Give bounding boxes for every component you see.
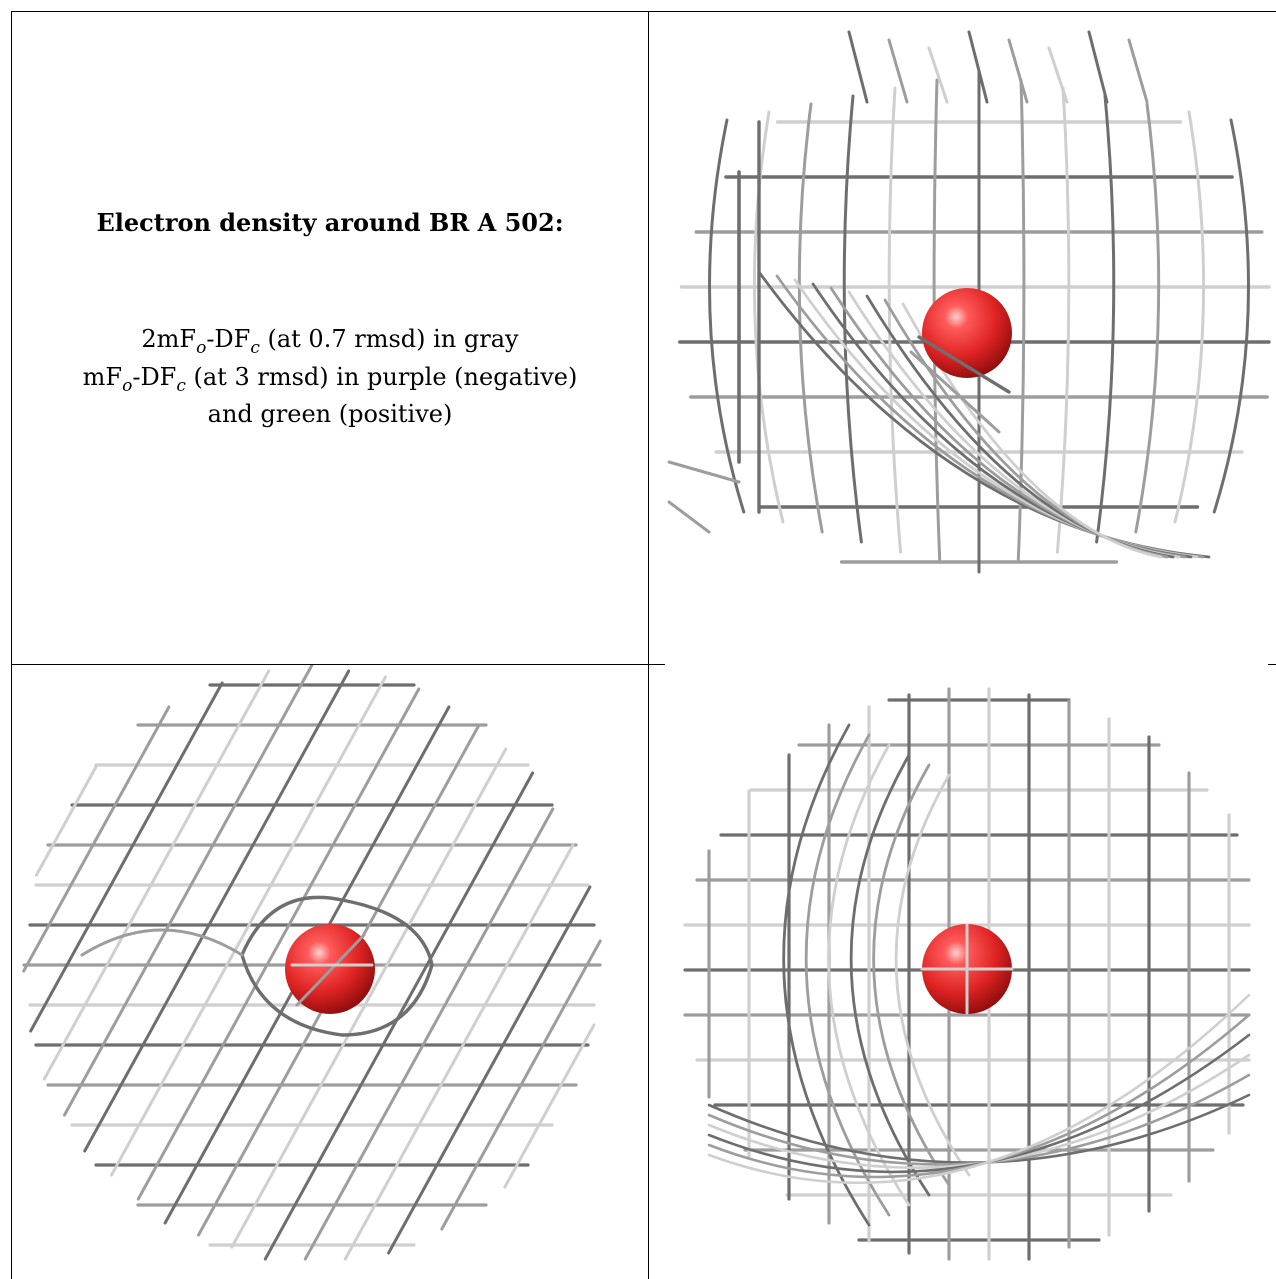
mesh-edge — [230, 747, 508, 1249]
mesh-edge — [42, 669, 271, 1081]
mesh-curve — [240, 895, 434, 1037]
mesh-edge — [295, 933, 366, 1007]
mesh-curve — [707, 993, 1251, 1185]
mesh-edge — [83, 669, 351, 1153]
divider-horizontal — [12, 664, 665, 665]
mesh-edge — [847, 30, 869, 104]
mesh-curve — [1095, 94, 1116, 544]
mesh-curve — [872, 763, 951, 1187]
mesh-view-bottom-right — [683, 687, 1251, 1261]
caption-line-mfo-dfc: mFo-DFc (at 3 rmsd) in purple (negative) — [82, 363, 578, 396]
mesh-edge — [917, 335, 1011, 394]
mesh-curve — [842, 94, 863, 544]
mesh-edge — [136, 687, 421, 1201]
mesh-curve — [782, 723, 871, 1227]
caption-heading: Electron density around BR A 502: — [96, 208, 564, 237]
mesh-edge — [63, 665, 314, 1117]
caption-line-2mfo-dfc: 2mFo-DFc (at 0.7 rmsd) in gray — [141, 325, 519, 358]
mesh-edge — [667, 460, 741, 484]
divider-horizontal-right-tick — [1268, 664, 1276, 665]
mesh-edge — [22, 705, 171, 973]
density-mesh-bottom-left — [22, 665, 602, 1261]
border-top — [12, 11, 1276, 12]
caption-panel: Electron density around BR A 502: 2mFo-D… — [12, 12, 648, 664]
mesh-curve — [804, 733, 891, 1217]
view-top-right — [649, 12, 1276, 664]
mesh-edge — [909, 350, 1001, 434]
mesh-edge — [1087, 30, 1109, 104]
mesh-curve — [1134, 102, 1161, 534]
mesh-edge — [343, 843, 575, 1261]
mesh-curve — [827, 743, 911, 1207]
mesh-curve — [80, 928, 244, 957]
mesh-edge — [303, 807, 555, 1261]
mesh-edge — [887, 38, 909, 104]
mesh-edge — [967, 30, 989, 104]
mesh-edge — [1047, 46, 1069, 104]
mesh-curve — [1212, 118, 1250, 514]
mesh-curve — [1055, 86, 1071, 554]
mesh-edge — [1007, 38, 1029, 104]
mesh-edge — [35, 765, 98, 877]
mesh-edge — [503, 1023, 596, 1189]
mesh-edge — [387, 885, 592, 1255]
mesh-edge — [927, 46, 949, 104]
caption-line-green-positive: and green (positive) — [207, 400, 453, 428]
divider-vertical — [648, 11, 649, 1279]
mesh-edge — [667, 500, 711, 534]
density-mesh-bottom-right — [683, 687, 1251, 1261]
view-bottom-left — [12, 665, 648, 1279]
mesh-curve — [752, 110, 785, 524]
mesh-edge — [29, 681, 224, 1033]
density-mesh-front-bottom-right — [920, 923, 1014, 1015]
mesh-edge — [110, 675, 387, 1177]
mesh-curve — [708, 118, 746, 514]
density-mesh-top-right — [667, 30, 1271, 574]
mesh-curve — [1173, 110, 1206, 524]
mesh-view-top-right — [667, 30, 1271, 574]
view-bottom-right — [649, 665, 1276, 1279]
mesh-curve — [797, 102, 824, 534]
density-mesh-front-top-right — [909, 335, 1011, 434]
border-left — [11, 11, 12, 1279]
mesh-curve — [887, 86, 903, 554]
mesh-curve — [894, 773, 971, 1177]
density-mesh-front-bottom-left — [290, 933, 374, 1007]
mesh-view-bottom-left — [22, 665, 602, 1261]
mesh-curve — [849, 753, 931, 1197]
mesh-edge — [1127, 38, 1149, 104]
mesh-edge — [440, 939, 602, 1231]
bromine-atom — [922, 288, 1012, 378]
